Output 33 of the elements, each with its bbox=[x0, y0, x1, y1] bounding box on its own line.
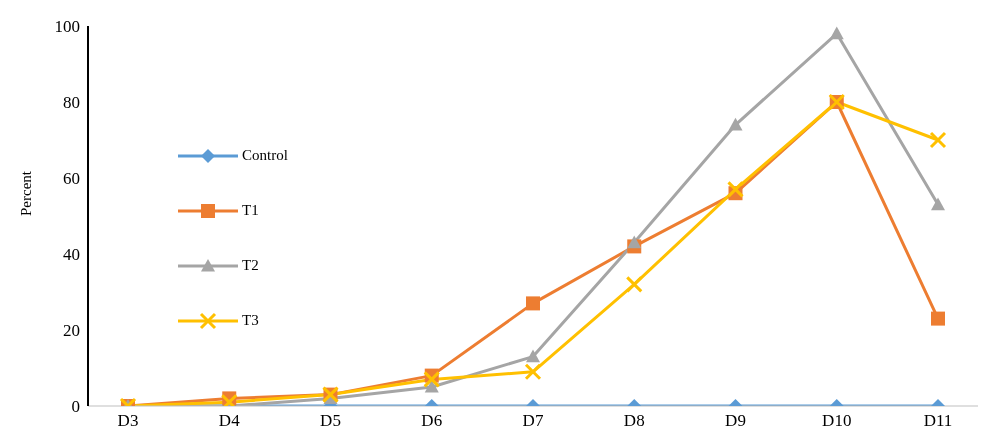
y-tick-label: 100 bbox=[54, 17, 80, 37]
point bbox=[524, 363, 542, 381]
point bbox=[727, 180, 744, 198]
point bbox=[424, 380, 439, 393]
point bbox=[929, 131, 947, 149]
point bbox=[526, 349, 540, 363]
y-tick-label: 80 bbox=[63, 93, 80, 113]
x-tick-label: D5 bbox=[320, 411, 341, 431]
point bbox=[829, 26, 844, 40]
y-tick-label: 60 bbox=[63, 169, 80, 189]
legend-label: T3 bbox=[242, 312, 259, 329]
legend-label: T2 bbox=[242, 257, 259, 274]
x-tick-label: D9 bbox=[725, 411, 746, 431]
x-tick-label: D11 bbox=[923, 411, 953, 431]
x-tick-label: D7 bbox=[522, 411, 544, 431]
point bbox=[931, 197, 945, 211]
y-axis-title: Percent bbox=[18, 170, 35, 216]
x-tick-label: D8 bbox=[623, 411, 645, 431]
point bbox=[627, 235, 642, 249]
y-tick-label: 20 bbox=[63, 321, 80, 341]
x-tick-label: D10 bbox=[822, 411, 852, 431]
x-tick-label: D6 bbox=[421, 411, 443, 431]
legend-label: Control bbox=[242, 147, 288, 164]
point bbox=[423, 370, 441, 388]
legend-label: T1 bbox=[242, 202, 259, 219]
point bbox=[728, 117, 743, 131]
point bbox=[526, 296, 540, 311]
y-tick-label: 0 bbox=[71, 397, 80, 417]
x-tick-label: D4 bbox=[218, 411, 241, 431]
point bbox=[931, 311, 945, 326]
x-tick-label: D3 bbox=[117, 411, 139, 431]
y-tick-label: 40 bbox=[63, 245, 80, 265]
point bbox=[625, 275, 643, 293]
